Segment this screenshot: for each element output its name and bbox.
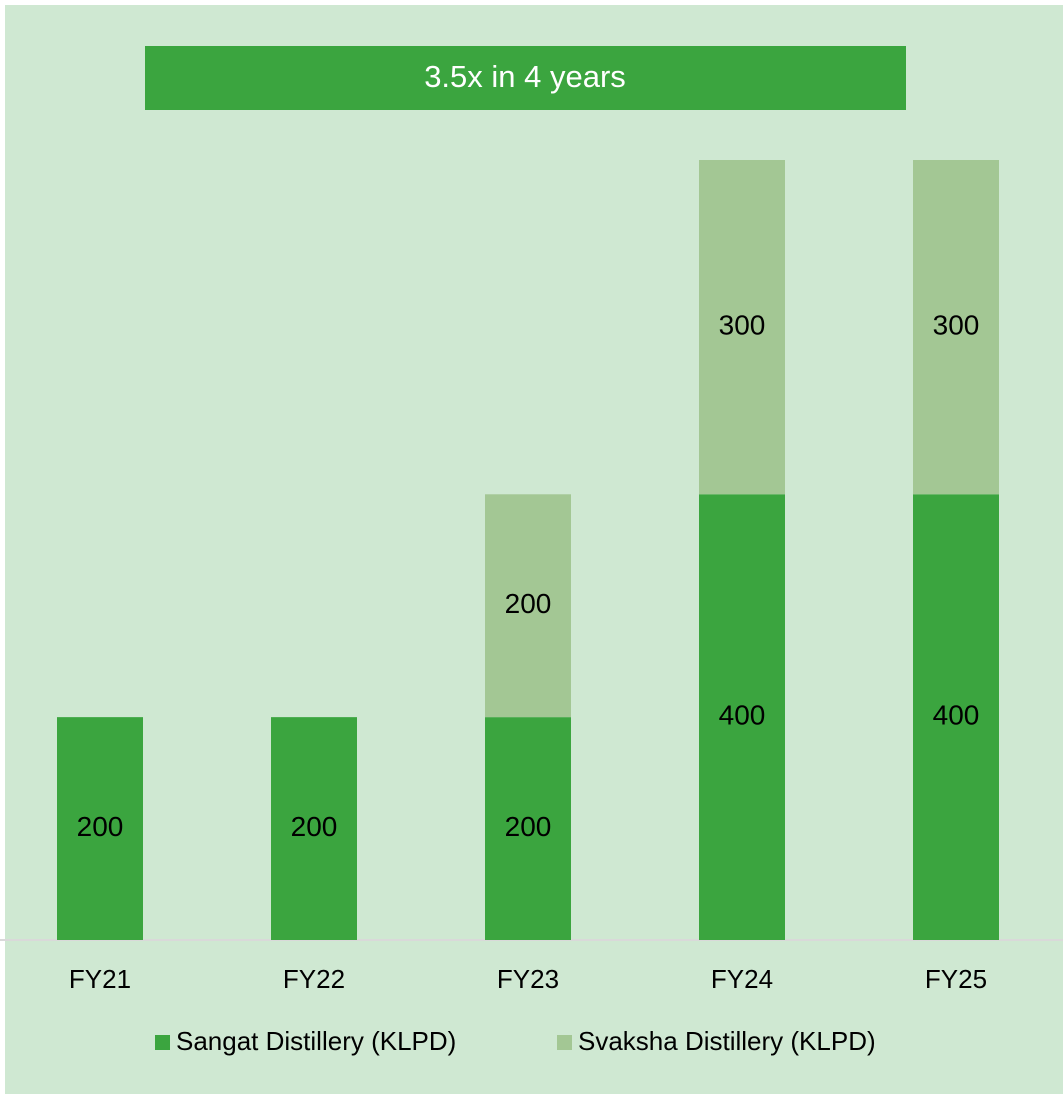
bar-segment <box>913 160 999 495</box>
data-label: 200 <box>291 811 338 842</box>
bar-segment <box>699 160 785 495</box>
bar-segment <box>485 494 571 718</box>
data-label: 200 <box>77 811 124 842</box>
title-banner <box>145 46 906 110</box>
x-tick-label: FY25 <box>925 964 987 994</box>
chart-title: 3.5x in 4 years <box>424 59 626 94</box>
bar-segment <box>271 717 357 940</box>
data-label: 400 <box>933 700 980 731</box>
x-tick-label: FY22 <box>283 964 345 994</box>
legend-label: Svaksha Distillery (KLPD) <box>578 1026 876 1056</box>
legend-swatch <box>155 1035 170 1050</box>
data-label: 200 <box>505 588 552 619</box>
data-label: 200 <box>505 811 552 842</box>
data-label: 400 <box>719 700 766 731</box>
data-label: 300 <box>719 310 766 341</box>
bar-segment <box>485 717 571 940</box>
data-label: 300 <box>933 310 980 341</box>
legend-swatch <box>557 1035 572 1050</box>
x-tick-label: FY24 <box>711 964 773 994</box>
legend-label: Sangat Distillery (KLPD) <box>176 1026 456 1056</box>
x-tick-label: FY23 <box>497 964 559 994</box>
bar-segment <box>699 494 785 940</box>
x-tick-label: FY21 <box>69 964 131 994</box>
bar-segment <box>913 494 999 940</box>
bar-segment <box>57 717 143 940</box>
